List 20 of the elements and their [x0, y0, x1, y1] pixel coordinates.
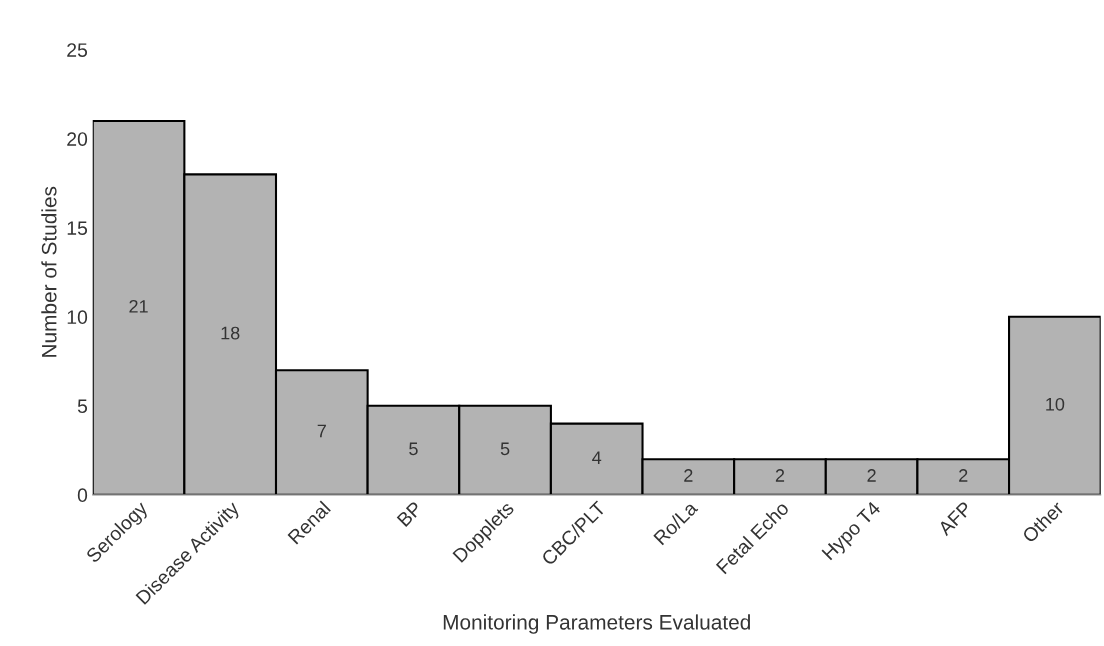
data-label: 2 [867, 469, 876, 482]
data-label: 2 [684, 469, 693, 482]
x-axis-title: Monitoring Parameters Evaluated [443, 614, 750, 634]
data-label: 2 [775, 469, 785, 482]
y-tick-label: 5 [77, 399, 88, 414]
data-label: 5 [409, 442, 418, 456]
y-tick-label: 20 [67, 132, 88, 146]
data-label: 2 [959, 469, 968, 482]
data-label: 21 [129, 299, 148, 313]
data-label: 4 [592, 451, 602, 464]
data-label: 10 [1046, 397, 1065, 411]
data-label: 7 [317, 424, 326, 438]
y-tick-label: 10 [67, 310, 88, 325]
y-tick-label: 0 [77, 488, 88, 503]
y-tick-label: 25 [67, 43, 88, 57]
data-label: 5 [500, 442, 510, 456]
y-tick-label: 15 [67, 221, 88, 236]
y-axis-title: Number of Studies [41, 186, 57, 357]
x-tick-label: BP [396, 500, 423, 527]
data-label: 18 [221, 326, 240, 340]
